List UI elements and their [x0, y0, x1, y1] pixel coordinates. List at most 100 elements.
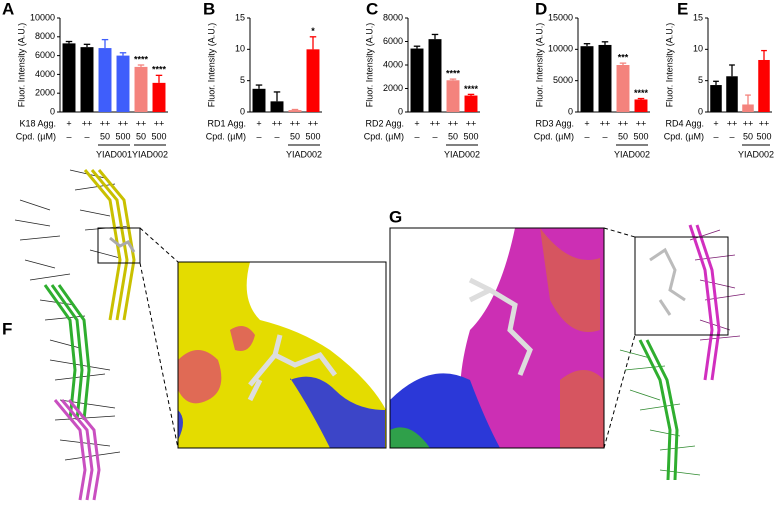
y-axis-label: Fluor. Intensity (A.U.): [16, 23, 26, 108]
significance: ****: [634, 88, 649, 98]
bar: [742, 104, 754, 112]
row-label: Cpd. (µM): [664, 131, 704, 141]
fibril-model-f: [14, 169, 179, 501]
group-label: YIAD001: [96, 149, 132, 159]
row-label: Cpd. (µM): [534, 131, 574, 141]
x-tick-label: +: [713, 118, 718, 128]
y-tick-label: 10: [235, 44, 245, 54]
bar: [116, 55, 130, 112]
y-axis-label: Fluor. Intensity (A.U.): [206, 23, 216, 108]
bar: [98, 48, 112, 112]
bar: [62, 43, 76, 112]
y-tick-label: 0: [240, 106, 245, 116]
surface-zoom-f: [177, 261, 387, 449]
x-tick-label: ++: [430, 118, 441, 128]
group-label: YIAD002: [132, 149, 168, 159]
row-label: RD4 Agg.: [665, 118, 704, 128]
bar: [288, 110, 302, 112]
significance: ****: [446, 68, 461, 78]
row-label: RD3 Agg.: [535, 118, 574, 128]
dose-label: 500: [115, 131, 130, 141]
y-tick-label: 0: [50, 106, 55, 116]
dose-label: 500: [151, 131, 166, 141]
y-tick-label: 10000: [30, 12, 55, 22]
panel-label: G: [389, 207, 402, 226]
y-tick-label: 5: [698, 75, 703, 85]
y-tick-label: 10: [693, 44, 703, 54]
row-label: RD1 Agg.: [207, 118, 246, 128]
dose-label: –: [584, 131, 589, 141]
x-tick-label: ++: [759, 118, 770, 128]
surface-zoom-g: [389, 227, 605, 449]
dose-label: 50: [743, 131, 753, 141]
bar-chart: B Fluor. Intensity (A.U.) 0 5 10 15 RD1 Agg. Cp…: [203, 0, 322, 159]
bar: [152, 82, 166, 112]
panel-label: B: [203, 0, 215, 18]
dose-label: –: [84, 131, 89, 141]
dose-label: 500: [756, 131, 771, 141]
y-tick-label: 10000: [548, 44, 573, 54]
bar: [446, 80, 460, 112]
bar: [306, 49, 320, 112]
dose-label: –: [256, 131, 261, 141]
x-tick-label: ++: [100, 118, 111, 128]
dose-label: 50: [100, 131, 110, 141]
fibril-model-g: [603, 224, 746, 481]
dose-label: –: [729, 131, 734, 141]
group-label: YIAD002: [286, 149, 322, 159]
x-tick-label: ++: [448, 118, 459, 128]
x-tick-label: ++: [136, 118, 147, 128]
row-label: RD2 Agg.: [365, 118, 404, 128]
bar: [270, 101, 284, 112]
bar: [428, 39, 442, 112]
y-tick-label: 15000: [548, 12, 573, 22]
x-tick-label: ++: [154, 118, 165, 128]
x-tick-label: ++: [82, 118, 93, 128]
y-axis-label: Fluor. Intensity (A.U.): [364, 23, 374, 108]
bar: [410, 48, 424, 112]
x-tick-label: +: [414, 118, 419, 128]
y-tick-label: 4000: [35, 69, 55, 79]
dose-label: 50: [136, 131, 146, 141]
panel-label: F: [2, 319, 12, 338]
y-tick-label: 4000: [383, 59, 403, 69]
row-label: Cpd. (µM): [16, 131, 56, 141]
y-axis-label: Fluor. Intensity (A.U.): [664, 23, 674, 108]
significance: ****: [152, 65, 167, 75]
bar: [710, 85, 722, 112]
bar: [758, 59, 770, 112]
dose-label: 50: [448, 131, 458, 141]
y-tick-label: 0: [568, 106, 573, 116]
bar: [726, 76, 738, 112]
significance: *: [311, 26, 315, 36]
dose-label: –: [274, 131, 279, 141]
y-axis-label: Fluor. Intensity (A.U.): [534, 23, 544, 108]
row-label: K18 Agg.: [19, 118, 56, 128]
bar-chart: D Fluor. Intensity (A.U.) 0 5000 10000 15000 R…: [534, 0, 650, 159]
x-tick-label: ++: [636, 118, 647, 128]
x-tick-label: ++: [272, 118, 283, 128]
x-tick-label: ++: [466, 118, 477, 128]
bar: [598, 44, 612, 112]
dose-label: 500: [305, 131, 320, 141]
dose-label: –: [432, 131, 437, 141]
x-tick-label: ++: [600, 118, 611, 128]
dose-label: 50: [618, 131, 628, 141]
panel-label: A: [2, 0, 14, 18]
dose-label: –: [66, 131, 71, 141]
group-label: YIAD002: [614, 149, 650, 159]
y-tick-label: 8000: [383, 12, 403, 22]
bar: [134, 66, 148, 112]
bar: [634, 99, 648, 112]
x-tick-label: ++: [743, 118, 754, 128]
y-tick-label: 8000: [35, 31, 55, 41]
y-tick-label: 0: [698, 106, 703, 116]
dose-label: –: [602, 131, 607, 141]
y-tick-label: 2000: [35, 88, 55, 98]
dose-label: 500: [633, 131, 648, 141]
dose-label: –: [713, 131, 718, 141]
y-tick-label: 6000: [35, 50, 55, 60]
